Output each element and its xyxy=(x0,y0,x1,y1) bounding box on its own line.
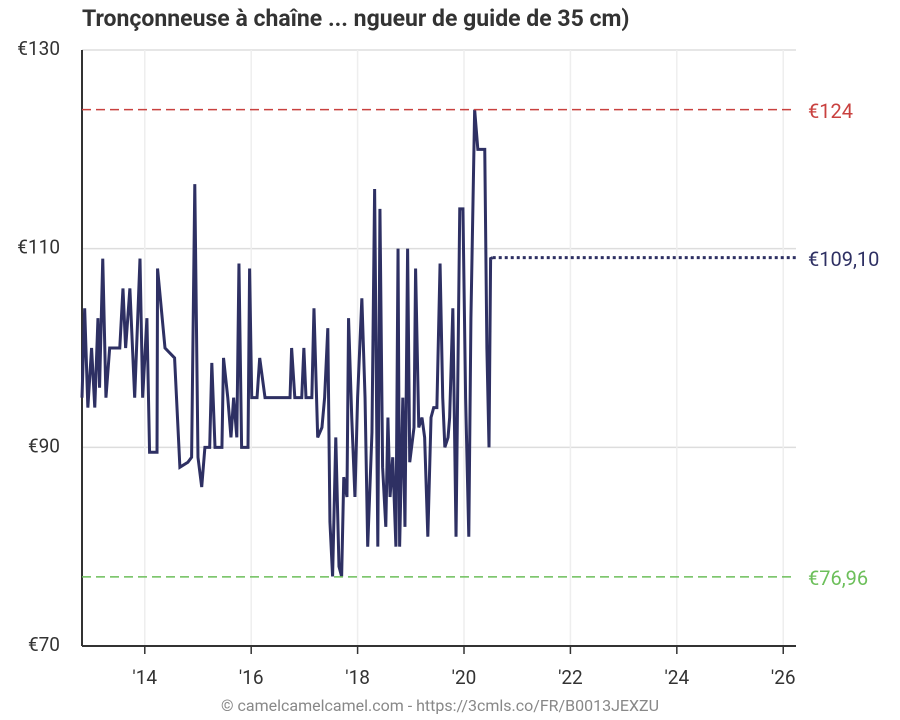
chart-title: Tronçonneuse à chaîne ... ngueur de guid… xyxy=(82,5,630,32)
reference-label: €76,96 xyxy=(808,566,868,590)
x-tick-label: '22 xyxy=(558,666,583,689)
y-tick-label: €70 xyxy=(28,633,60,656)
x-tick-label: '18 xyxy=(345,666,370,689)
reference-label: €109,10 xyxy=(808,247,879,271)
price-line xyxy=(80,109,494,577)
footer: © camelcamelcamel.com - https://3cmls.co… xyxy=(221,696,659,715)
x-tick-label: '16 xyxy=(239,666,264,689)
x-tick-label: '24 xyxy=(664,666,689,689)
y-tick-label: €130 xyxy=(17,37,60,60)
x-tick-label: '26 xyxy=(771,666,796,689)
x-tick-label: '20 xyxy=(452,666,477,689)
y-tick-label: €90 xyxy=(28,434,60,457)
y-tick-label: €110 xyxy=(17,236,60,259)
x-tick-label: '14 xyxy=(132,666,157,689)
reference-label: €124 xyxy=(808,99,853,123)
